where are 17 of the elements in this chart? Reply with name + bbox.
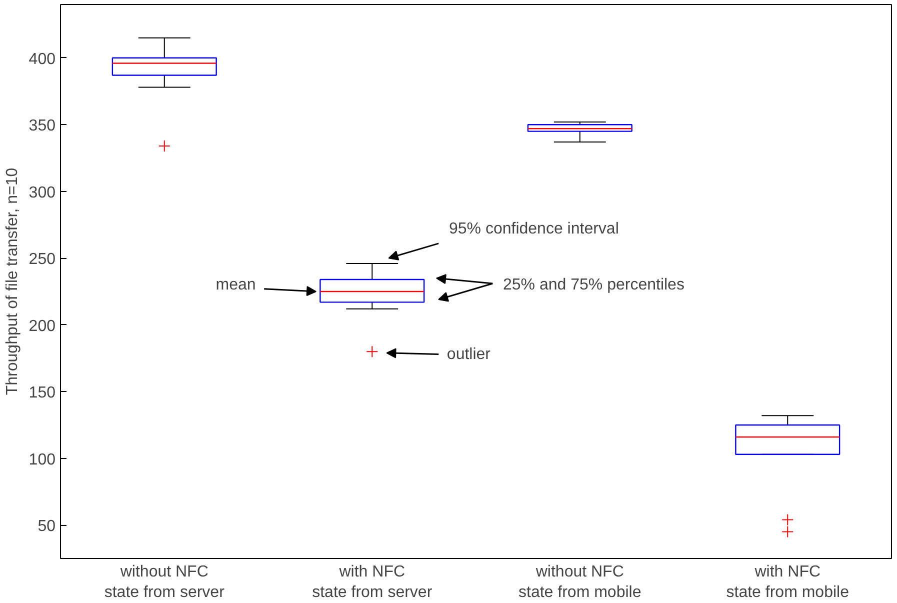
annotation: outlier xyxy=(446,346,492,363)
annotation: 25% and 75% percentiles xyxy=(503,276,684,294)
y-tick-label: 200 xyxy=(28,318,56,335)
y-tick-label: 350 xyxy=(28,118,56,135)
y-tick-label: 250 xyxy=(28,251,56,268)
y-tick-label: 50 xyxy=(38,518,56,536)
x-tick-label: with NFC state from server xyxy=(312,564,433,601)
y-tick-label: 150 xyxy=(28,384,56,402)
annotation: mean xyxy=(216,276,256,294)
x-tick-label: with NFC state from mobile xyxy=(726,564,850,601)
y-axis-title: Throughput of file transfer, n=10 xyxy=(4,168,21,396)
x-tick-label: without NFC state from mobile xyxy=(518,564,642,601)
x-tick-label: without NFC state from server xyxy=(104,564,226,601)
y-tick-label: 100 xyxy=(28,451,56,468)
annotation: 95% confidence interval xyxy=(448,220,619,238)
y-tick-label: 400 xyxy=(28,50,56,68)
y-tick-label: 300 xyxy=(28,184,56,202)
